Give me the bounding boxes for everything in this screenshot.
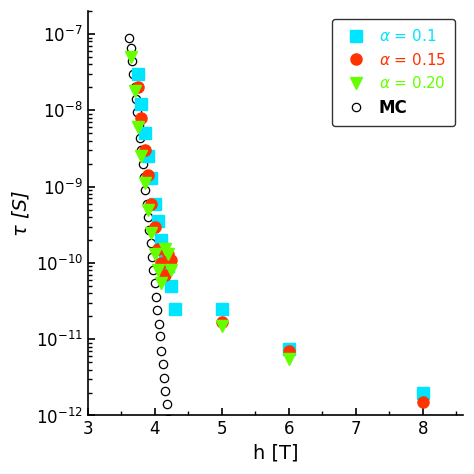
Legend: $\alpha$ = 0.1, $\alpha$ = 0.15, $\alpha$ = 0.20, MC: $\alpha$ = 0.1, $\alpha$ = 0.15, $\alpha… xyxy=(332,19,455,126)
X-axis label: h [T]: h [T] xyxy=(253,444,298,463)
Y-axis label: τ [S]: τ [S] xyxy=(11,191,30,236)
